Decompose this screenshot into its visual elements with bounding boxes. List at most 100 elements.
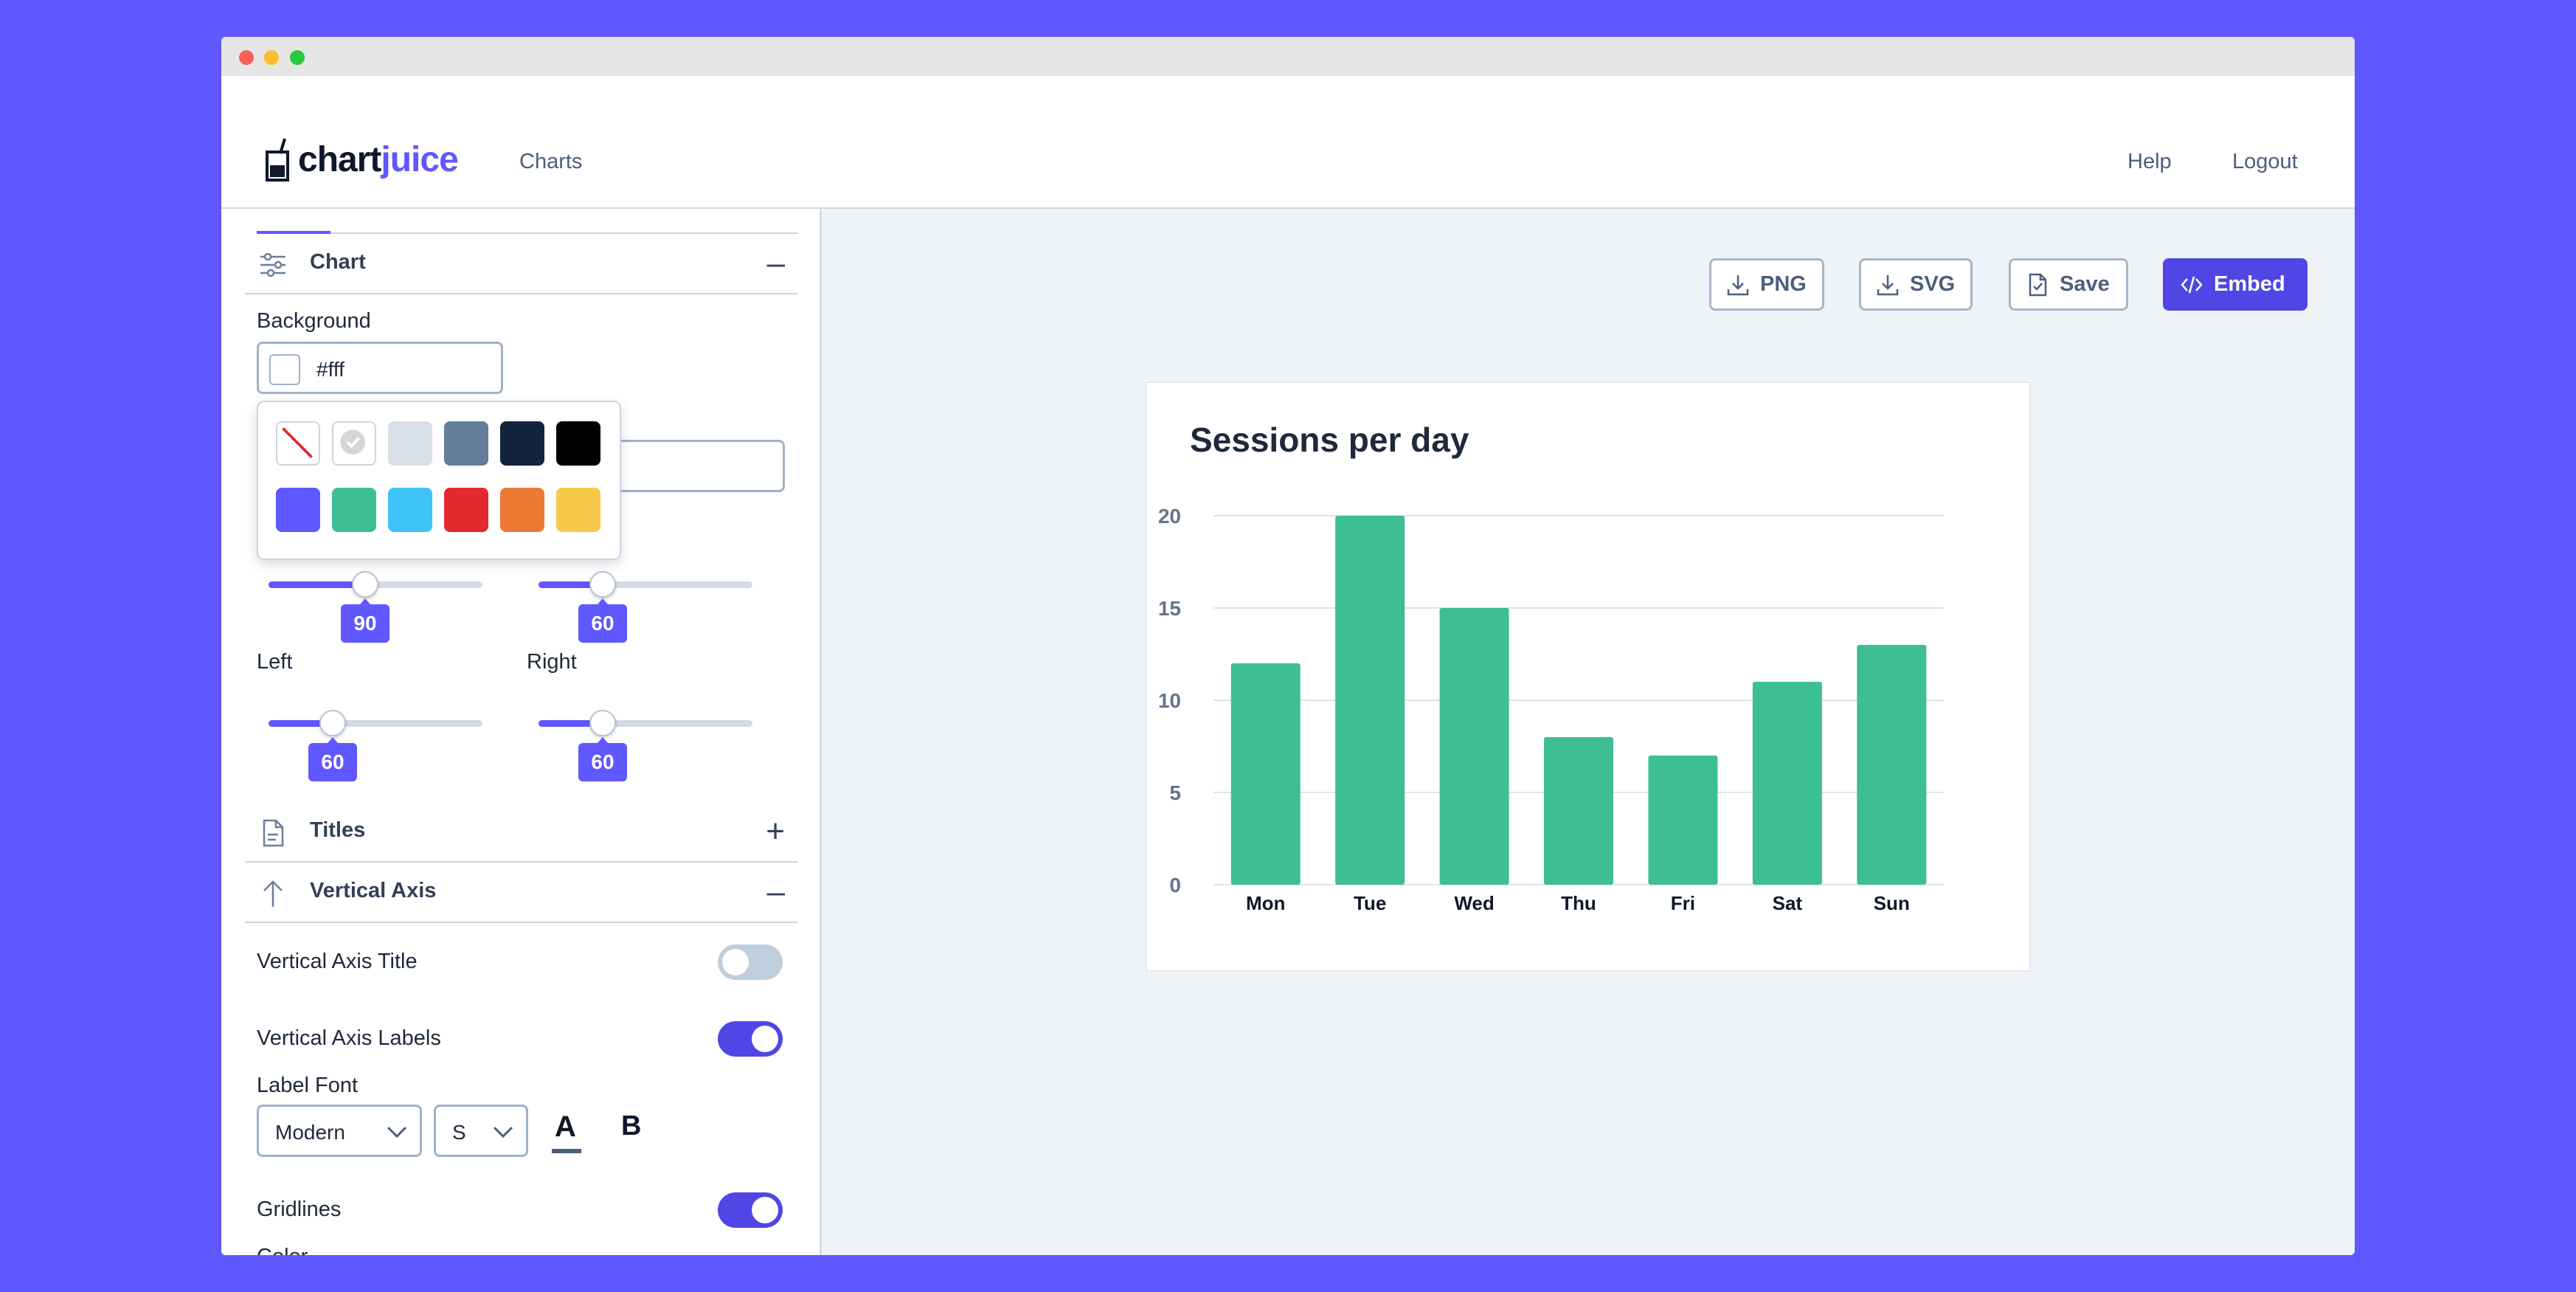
x-tick-label: Thu <box>1561 892 1596 914</box>
logo-text-chart: chart <box>298 139 381 179</box>
download-png-label: PNG <box>1760 272 1807 296</box>
collapse-chart-button[interactable]: – <box>766 245 785 281</box>
section-vertical-axis-label: Vertical Axis <box>310 879 437 902</box>
embed-label: Embed <box>2214 272 2285 296</box>
close-window-button[interactable] <box>239 50 254 65</box>
margin-bottom-slider[interactable]: 60 <box>539 569 752 643</box>
juice-cup-icon <box>264 137 297 182</box>
slider-fill <box>269 720 333 727</box>
x-tick-label: Sun <box>1874 892 1910 914</box>
app-window: chart juice Charts Help Logout Chart – Ba… <box>221 37 2355 1255</box>
document-icon <box>258 818 288 848</box>
chartjuice-logo[interactable]: chart juice <box>264 135 459 184</box>
save-button[interactable]: Save <box>2009 258 2128 311</box>
x-tick-label: Fri <box>1671 892 1695 914</box>
margin-left-slider[interactable]: 60 <box>269 708 482 781</box>
x-tick-label: Sat <box>1773 892 1803 914</box>
background-label: Background <box>257 309 371 333</box>
maximize-window-button[interactable] <box>290 50 305 65</box>
bar-sat <box>1752 682 1822 885</box>
background-color-swatch[interactable] <box>269 354 300 385</box>
chart-preview-area: PNG SVG Save Embed Sessions per day 0 5 10… <box>822 209 2355 1255</box>
chevron-down-icon <box>493 1126 513 1139</box>
sliders-icon <box>258 250 288 280</box>
section-chart-header[interactable]: Chart – <box>245 234 798 294</box>
x-tick-label: Mon <box>1246 892 1285 914</box>
vertical-axis-title-label: Vertical Axis Title <box>257 950 418 973</box>
swatch-green[interactable] <box>332 488 376 532</box>
chevron-down-icon <box>387 1126 407 1139</box>
swatch-none[interactable] <box>276 421 320 466</box>
section-chart-label: Chart <box>310 250 366 274</box>
swatch-navy[interactable] <box>500 421 544 466</box>
font-family-select[interactable]: Modern <box>257 1105 422 1157</box>
margin-right-label: Right <box>527 650 577 674</box>
x-tick-label: Wed <box>1454 892 1494 914</box>
save-label: Save <box>2060 272 2110 296</box>
gridlines-label: Gridlines <box>257 1198 342 1221</box>
download-svg-label: SVG <box>1910 272 1956 296</box>
gridlines-toggle[interactable] <box>718 1192 783 1228</box>
y-tick-label: 20 <box>1158 505 1181 528</box>
slider-handle[interactable] <box>589 710 616 736</box>
app-header: chart juice Charts Help Logout <box>221 76 2355 209</box>
collapse-vertical-axis-button[interactable]: – <box>766 874 785 910</box>
y-tick-label: 10 <box>1158 689 1181 712</box>
slider-value-badge: 60 <box>308 737 357 781</box>
vertical-axis-labels-toggle[interactable] <box>718 1021 783 1057</box>
toggle-knob <box>752 1197 778 1223</box>
bar-fri <box>1648 756 1718 885</box>
expand-titles-button[interactable]: + <box>766 813 785 849</box>
arrow-up-icon <box>258 879 288 908</box>
bar-tue <box>1335 516 1405 885</box>
bar-thu <box>1544 737 1613 885</box>
settings-sidebar[interactable]: Chart – Background #fff <box>221 209 822 1255</box>
font-size-select[interactable]: S <box>434 1105 528 1157</box>
slider-fill <box>539 720 603 727</box>
font-color-indicator <box>552 1149 581 1153</box>
vertical-axis-title-toggle[interactable] <box>718 944 783 980</box>
font-family-value: Modern <box>275 1121 345 1144</box>
swatch-red[interactable] <box>444 488 488 532</box>
font-color-button[interactable]: A <box>555 1110 576 1143</box>
swatch-light-gray[interactable] <box>388 421 432 466</box>
slider-handle[interactable] <box>319 710 346 736</box>
download-icon <box>1877 274 1899 295</box>
active-tab-indicator <box>257 231 330 234</box>
slider-track <box>539 581 752 588</box>
nav-logout-link[interactable]: Logout <box>2232 150 2298 173</box>
slider-fill <box>269 581 365 588</box>
x-tick-label: Tue <box>1354 892 1386 914</box>
slider-track <box>269 720 482 727</box>
color-palette-popover <box>257 401 621 560</box>
section-titles-header[interactable]: Titles + <box>245 802 798 863</box>
slider-value-badge: 90 <box>341 598 389 643</box>
bar-sun <box>1857 645 1927 885</box>
slider-handle[interactable] <box>352 571 378 598</box>
section-vertical-axis-header[interactable]: Vertical Axis – <box>245 863 798 923</box>
margin-right-slider[interactable]: 60 <box>539 708 752 781</box>
slider-handle[interactable] <box>589 571 616 598</box>
background-color-input[interactable]: #fff <box>257 342 503 394</box>
label-font-label: Label Font <box>257 1074 359 1097</box>
margin-top-slider[interactable]: 90 <box>269 569 482 643</box>
minimize-window-button[interactable] <box>264 50 279 65</box>
swatch-indigo[interactable] <box>276 488 320 532</box>
swatch-white-selected[interactable] <box>332 421 376 466</box>
swatch-slate[interactable] <box>444 421 488 466</box>
download-png-button[interactable]: PNG <box>1709 258 1824 311</box>
nav-help-link[interactable]: Help <box>2127 150 2172 173</box>
swatch-yellow[interactable] <box>556 488 600 532</box>
embed-button[interactable]: Embed <box>2163 258 2307 311</box>
nav-charts-link[interactable]: Charts <box>519 150 583 173</box>
section-titles-label: Titles <box>310 818 366 842</box>
download-svg-button[interactable]: SVG <box>1859 258 1973 311</box>
swatch-sky[interactable] <box>388 488 432 532</box>
toggle-knob <box>752 1026 778 1052</box>
bar-mon <box>1230 663 1301 885</box>
logo-text-juice: juice <box>381 139 458 179</box>
bar-chart: 0 5 10 15 20 Mon Tue Wed Thu Fri Sat Sun <box>1158 505 1944 914</box>
swatch-black[interactable] <box>556 421 600 466</box>
swatch-orange[interactable] <box>500 488 544 532</box>
font-bold-button[interactable]: B <box>621 1110 642 1141</box>
